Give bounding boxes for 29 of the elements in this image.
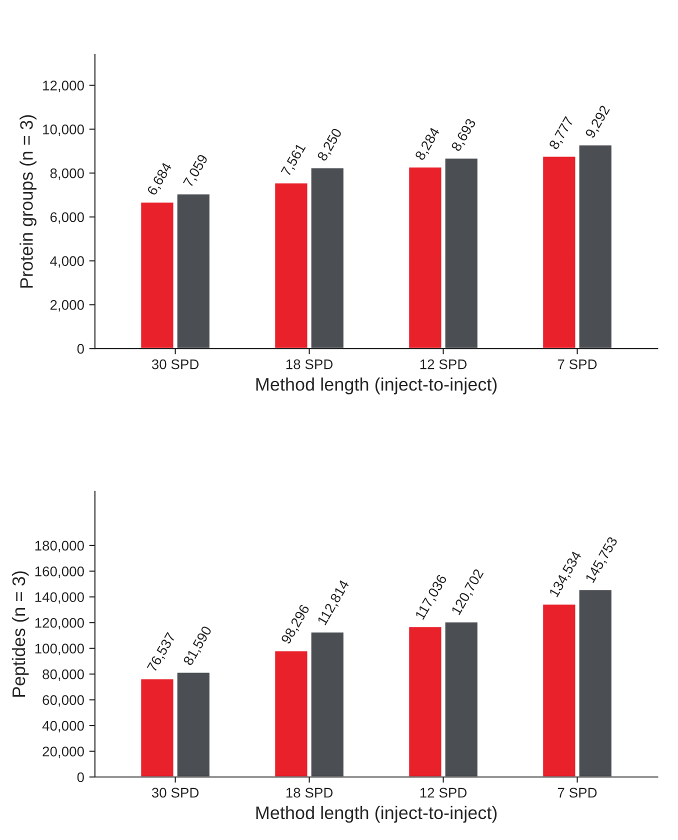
- x-tick-label: 30 SPD: [152, 788, 199, 798]
- y-tick-label: 10,000: [43, 124, 84, 136]
- y-tick-label: 6,000: [50, 212, 84, 224]
- y-tick-label: 80,000: [42, 669, 84, 681]
- x-tick-label: 7 SPD: [558, 788, 597, 798]
- x-tick-label: 12 SPD: [420, 359, 467, 370]
- x-tick-label: 7 SPD: [558, 359, 597, 370]
- x-axis-title: Method length (inject-to-inject): [256, 806, 497, 823]
- x-tick-label: 30 SPD: [152, 359, 199, 370]
- x-tick-label: 18 SPD: [286, 359, 333, 370]
- y-tick-label: 40,000: [42, 720, 84, 732]
- y-tick-label: 20,000: [42, 746, 84, 758]
- y-axis-title: Protein groups (n = 3): [20, 115, 36, 288]
- y-tick-label: 160,000: [35, 566, 84, 578]
- y-tick-label: 120,000: [35, 618, 84, 630]
- y-tick-label: 4,000: [50, 256, 84, 268]
- y-tick-label: 180,000: [35, 540, 84, 552]
- y-tick-label: 8,000: [50, 168, 84, 180]
- y-tick-label: 0: [77, 344, 84, 354]
- y-tick-label: 100,000: [35, 644, 84, 656]
- x-tick-label: 12 SPD: [420, 788, 467, 798]
- y-tick-label: 0: [77, 772, 84, 782]
- y-tick-label: 12,000: [43, 80, 84, 92]
- y-tick-label: 2,000: [50, 300, 84, 312]
- y-tick-label: 140,000: [35, 592, 84, 604]
- x-axis-title: Method length (inject-to-inject): [256, 378, 497, 394]
- y-tick-label: 60,000: [42, 695, 84, 707]
- x-tick-label: 18 SPD: [286, 788, 333, 798]
- y-axis-title: Peptides (n = 3): [12, 571, 29, 697]
